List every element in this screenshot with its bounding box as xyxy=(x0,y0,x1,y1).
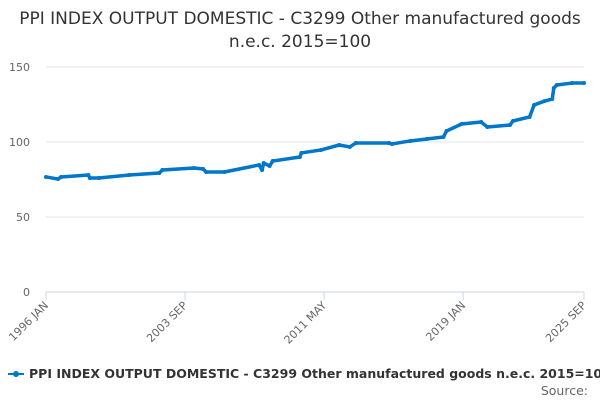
data-point xyxy=(408,138,413,143)
data-point xyxy=(201,167,206,171)
data-point xyxy=(59,174,64,179)
data-point xyxy=(204,170,209,174)
data-point xyxy=(554,83,559,87)
y-tick-label: 100 xyxy=(9,136,30,149)
legend-item[interactable]: PPI INDEX OUTPUT DOMESTIC - C3299 Other … xyxy=(8,366,600,381)
data-point xyxy=(337,143,342,147)
data-point xyxy=(485,125,490,129)
data-point xyxy=(56,177,61,182)
data-point xyxy=(261,161,266,165)
data-point xyxy=(582,81,586,86)
data-point xyxy=(127,173,132,177)
y-tick-label: 0 xyxy=(23,286,30,299)
data-point xyxy=(479,120,484,125)
data-point xyxy=(157,171,162,176)
data-point xyxy=(347,144,352,149)
data-point xyxy=(353,141,358,146)
data-point xyxy=(86,173,91,177)
data-point xyxy=(510,119,515,123)
data-point xyxy=(507,123,512,128)
data-point xyxy=(222,170,227,174)
data-point xyxy=(459,122,464,126)
y-tick-label: 150 xyxy=(9,61,30,74)
x-tick-label: 2011 MAY xyxy=(282,299,330,347)
data-point xyxy=(160,168,165,173)
x-tick-label: 1996 JAN xyxy=(6,299,51,344)
data-point xyxy=(96,176,101,180)
legend-label: PPI INDEX OUTPUT DOMESTIC - C3299 Other … xyxy=(29,366,600,381)
y-tick-label: 50 xyxy=(16,211,30,224)
x-tick-label: 2019 JAN xyxy=(423,299,468,344)
data-point xyxy=(527,114,532,119)
chart-title: PPI INDEX OUTPUT DOMESTIC - C3299 Other … xyxy=(19,9,581,52)
x-tick-label: 2025 SEP xyxy=(543,299,589,345)
data-point xyxy=(551,86,556,90)
data-point xyxy=(542,99,547,104)
data-point xyxy=(192,165,197,170)
data-point xyxy=(260,168,265,173)
legend-swatch-icon xyxy=(8,370,24,377)
data-point xyxy=(387,141,392,146)
data-point xyxy=(444,129,449,134)
data-point xyxy=(569,81,574,86)
data-point xyxy=(257,162,262,167)
data-point xyxy=(87,176,92,180)
data-point xyxy=(550,96,555,101)
data-point xyxy=(424,137,429,141)
data-point xyxy=(441,135,446,140)
series-line xyxy=(45,81,584,181)
x-tick-label: 2003 SEP xyxy=(144,299,190,345)
source-label: Source: xyxy=(540,383,588,398)
data-point xyxy=(270,159,275,164)
data-point xyxy=(390,141,395,146)
data-point xyxy=(267,164,272,168)
data-point xyxy=(44,174,48,179)
data-point xyxy=(299,150,304,155)
data-point xyxy=(297,155,302,159)
data-point xyxy=(319,147,324,152)
data-point xyxy=(532,102,537,107)
